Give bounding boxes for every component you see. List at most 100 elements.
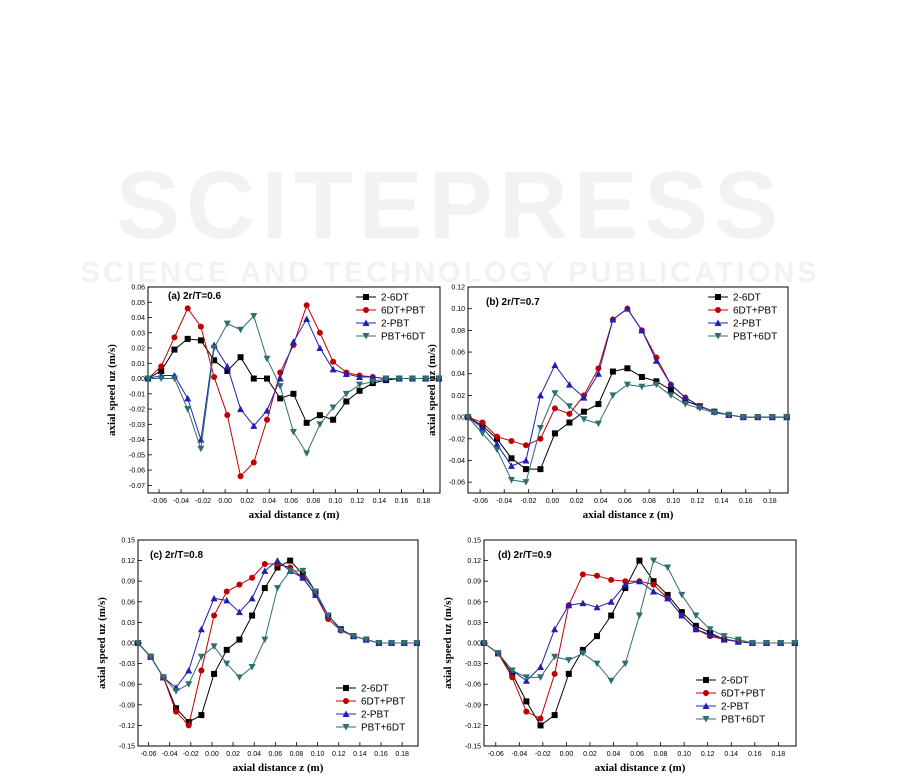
data-point bbox=[235, 608, 243, 616]
data-point bbox=[594, 572, 601, 579]
data-point bbox=[185, 718, 192, 725]
data-point bbox=[223, 362, 231, 370]
x-tick-label: 0.14 bbox=[724, 751, 738, 758]
data-point bbox=[197, 436, 205, 443]
data-point bbox=[264, 416, 271, 423]
data-point bbox=[303, 419, 310, 426]
x-tick-label: 0.18 bbox=[395, 751, 409, 758]
x-tick-label: 0.04 bbox=[262, 498, 276, 505]
data-point bbox=[223, 320, 231, 328]
data-point bbox=[185, 681, 193, 688]
legend-marker bbox=[363, 307, 369, 313]
y-tick-label: -0.06 bbox=[119, 682, 135, 689]
data-point bbox=[400, 640, 408, 647]
y-tick-label: -0.15 bbox=[119, 744, 135, 751]
x-tick-label: 0.12 bbox=[332, 751, 346, 758]
data-point bbox=[289, 428, 297, 436]
data-point bbox=[580, 394, 588, 401]
data-point bbox=[777, 640, 785, 647]
data-point bbox=[408, 375, 416, 383]
data-point bbox=[356, 387, 363, 394]
data-point bbox=[783, 414, 791, 421]
data-point bbox=[635, 577, 643, 585]
legend: 2-6DT 6DT+PBT 2-PBT PBT+6DT bbox=[356, 293, 425, 343]
x-tick-label: 0.14 bbox=[353, 751, 367, 758]
data-point bbox=[522, 466, 529, 473]
data-point bbox=[382, 375, 390, 383]
data-point bbox=[362, 636, 370, 644]
x-tick-label: 0.14 bbox=[373, 498, 387, 505]
x-tick-label: 0.16 bbox=[395, 498, 409, 505]
y-tick-label: -0.05 bbox=[129, 452, 145, 459]
x-tick-label: 0.08 bbox=[654, 751, 668, 758]
data-point bbox=[316, 329, 323, 336]
data-point bbox=[261, 636, 269, 644]
data-point bbox=[289, 338, 297, 345]
x-tick-label: -0.06 bbox=[472, 498, 488, 505]
x-tick-label: 0.06 bbox=[284, 498, 298, 505]
x-tick-label: -0.02 bbox=[520, 498, 536, 505]
y-tick-label: 0.12 bbox=[451, 285, 465, 292]
legend-label: 2-6DT bbox=[381, 293, 409, 304]
x-tick-label: 0.02 bbox=[240, 498, 254, 505]
data-point bbox=[579, 571, 586, 578]
chart-panel-d: -0.15 -0.12 -0.09 -0.06 -0.03 0.00 0.03 0.06 0.0… bbox=[442, 538, 799, 774]
data-point bbox=[692, 625, 700, 633]
y-tick-label: 0.15 bbox=[121, 538, 135, 545]
legend-marker bbox=[702, 716, 710, 723]
legend: 2-6DT 6DT+PBT 2-PBT PBT+6DT bbox=[708, 293, 777, 343]
x-axis-label: axial distance z (m) bbox=[595, 762, 686, 774]
legend-marker bbox=[703, 690, 709, 696]
data-point bbox=[650, 578, 657, 585]
data-point bbox=[551, 430, 558, 437]
y-tick-label: -0.03 bbox=[465, 661, 481, 668]
data-point bbox=[565, 403, 573, 410]
data-point bbox=[609, 392, 617, 399]
data-point bbox=[734, 636, 742, 644]
data-point bbox=[261, 561, 268, 568]
data-point bbox=[479, 419, 486, 426]
series-line bbox=[483, 580, 795, 682]
data-point bbox=[263, 407, 271, 414]
data-point bbox=[720, 633, 728, 640]
panel-title: (c) 2r/T=0.8 bbox=[150, 550, 204, 561]
data-point bbox=[725, 411, 733, 419]
x-tick-label: -0.04 bbox=[162, 751, 178, 758]
x-tick-label: 0.00 bbox=[560, 751, 574, 758]
data-point bbox=[273, 557, 281, 564]
data-point bbox=[652, 357, 660, 364]
legend-marker bbox=[343, 698, 349, 704]
data-point bbox=[173, 705, 180, 712]
y-tick-label: -0.06 bbox=[465, 682, 481, 689]
data-point bbox=[536, 424, 544, 432]
data-point bbox=[286, 567, 294, 575]
y-tick-label: 0.06 bbox=[467, 599, 481, 606]
data-point bbox=[369, 373, 377, 381]
y-tick-label: 0.00 bbox=[121, 641, 135, 648]
legend-label: 2-6DT bbox=[733, 293, 761, 304]
data-point bbox=[537, 663, 545, 671]
data-point bbox=[595, 401, 602, 408]
data-point bbox=[650, 588, 658, 595]
data-point bbox=[667, 387, 674, 393]
data-point bbox=[413, 640, 421, 647]
data-point bbox=[197, 445, 205, 453]
data-point bbox=[551, 390, 559, 397]
data-point bbox=[594, 420, 602, 428]
watermark: SCITEPRESS SCIENCE AND TECHNOLOGY PUBLIC… bbox=[80, 152, 816, 289]
data-point bbox=[692, 612, 700, 620]
y-tick-label: -0.04 bbox=[449, 458, 465, 465]
data-point bbox=[237, 354, 244, 361]
y-tick-label: -0.06 bbox=[449, 480, 465, 487]
legend-label: 6DT+PBT bbox=[721, 689, 765, 700]
legend-marker bbox=[363, 294, 369, 300]
data-point bbox=[667, 381, 675, 388]
x-tick-label: 0.00 bbox=[205, 751, 219, 758]
data-point bbox=[607, 677, 615, 685]
data-point bbox=[537, 466, 544, 473]
data-point bbox=[696, 405, 704, 412]
chart-panel-b: -0.06 -0.04 -0.02 0.00 0.02 0.04 0.06 0.08 0.10 0… bbox=[426, 285, 791, 521]
x-axis-label: axial distance z (m) bbox=[583, 509, 674, 521]
data-point bbox=[509, 674, 516, 681]
data-point bbox=[235, 674, 243, 681]
